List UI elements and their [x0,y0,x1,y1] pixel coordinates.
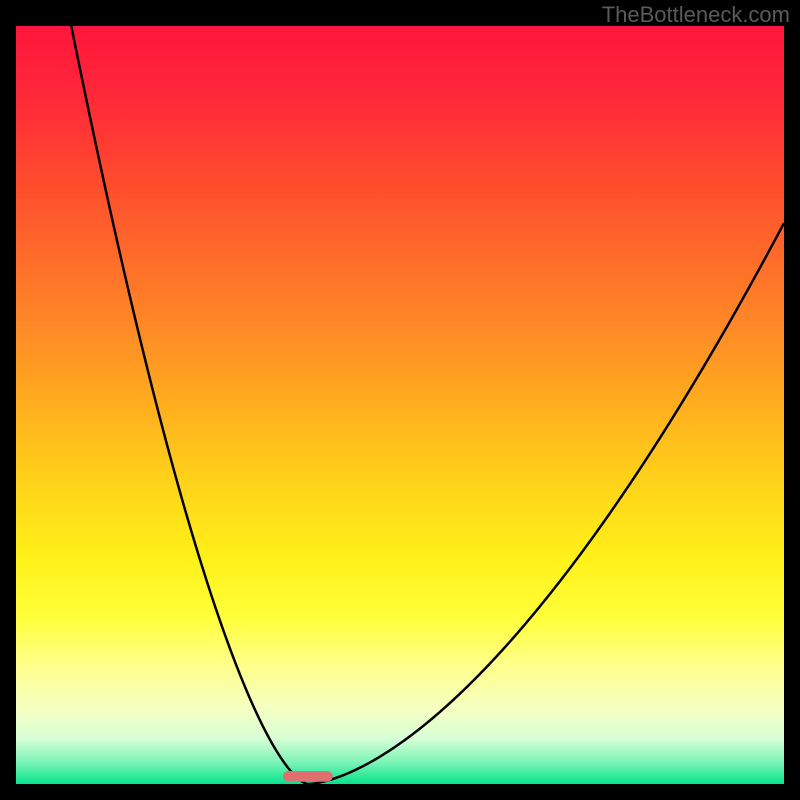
bottleneck-chart-svg: TheBottleneck.com [0,0,800,800]
watermark-text: TheBottleneck.com [602,2,790,27]
plot-gradient-background [16,26,784,784]
chart-container: TheBottleneck.com [0,0,800,800]
trough-marker [283,771,333,782]
